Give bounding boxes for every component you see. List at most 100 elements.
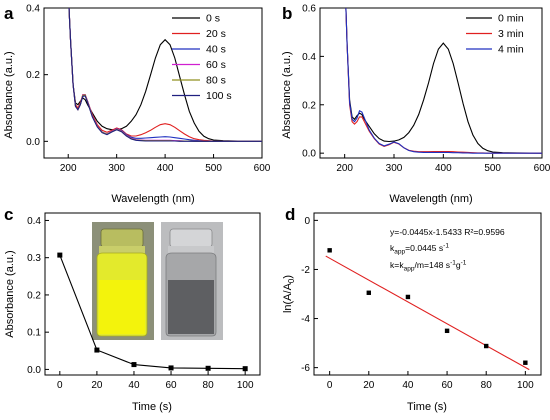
vials-photo: [92, 222, 223, 340]
panel-b-chart: b 200 300 400 500 600 0.0 0.2 0.4 0.6 Wavelength…: [281, 4, 550, 206]
data-point-marker: [523, 360, 528, 365]
x-tick-label: 80: [481, 380, 493, 391]
data-point-marker: [405, 294, 411, 300]
data-point-marker: [57, 252, 63, 258]
x-tick-label: 0: [327, 380, 333, 391]
series-line-4min: [345, 8, 542, 154]
y-tick-label: -2: [301, 265, 310, 276]
panel-b-plot-frame: [319, 7, 543, 159]
k-mass-value: /m=148 s: [414, 260, 450, 270]
panel-c-y-axis-label: Absorbance (a.u.): [4, 250, 16, 337]
yellow-vial-liquid: [99, 280, 145, 334]
y-tick-label: 0: [304, 216, 310, 227]
k-mass-g-exponent: -1: [461, 260, 467, 267]
y-tick-label: 0.0: [27, 365, 41, 376]
y-tick-label: -4: [301, 314, 310, 325]
x-tick-label: 600: [254, 163, 271, 174]
linear-fit-line: [325, 255, 530, 371]
panel-a-series: [68, 8, 262, 142]
x-tick-label: 40: [128, 380, 140, 391]
k-mass-normalized-text: k=kapp/m=148 s-1g-1: [390, 260, 467, 273]
series-line-100s: [68, 8, 262, 142]
grey-vial-cap: [169, 228, 213, 248]
y-tick-label: 0.3: [27, 253, 41, 264]
panel-a-legend: 0 s 20 s 40 s 60 s 80 s 100 s: [172, 13, 232, 102]
panel-d-ticks: 0 20 40 60 80 100 0 -2 -4 -6: [301, 216, 534, 391]
k-mass-app-subscript: app: [404, 266, 415, 273]
legend-label: 3 min: [498, 28, 524, 40]
x-tick-label: 500: [205, 163, 222, 174]
panel-d-series: [325, 248, 530, 371]
fit-equation-text: y=-0.0445x-1.5433 R²=0.9596: [390, 227, 505, 237]
data-point-marker: [366, 290, 371, 295]
panel-b-x-axis-label: Wavelength (nm): [389, 193, 472, 205]
panel-d-x-axis-label: Time (s): [407, 401, 447, 413]
yellow-vial-cap: [100, 228, 144, 248]
y-tick-label: 0.2: [27, 290, 41, 301]
series-line-0min: [345, 8, 542, 154]
decay-line: [59, 254, 246, 370]
x-tick-label: 20: [363, 380, 375, 391]
panel-c-series: [57, 252, 248, 372]
k-app-symbol: k: [390, 243, 395, 253]
y-tick-label: 0.2: [26, 70, 40, 81]
panel-d-plot-frame: [313, 212, 542, 376]
x-tick-label: 20: [91, 380, 103, 391]
panel-c-chart: c 0 20 40 60 80 100 0.0 0.1 0.2 0.3 0.4 Time (s) A…: [4, 205, 261, 413]
x-tick-label: 200: [336, 163, 353, 174]
y-tick-label: 0.0: [302, 149, 316, 160]
panel-a-ticks: 200 300 400 500 600 0.0 0.2 0.4: [26, 4, 271, 175]
x-tick-label: 0: [57, 380, 63, 391]
legend-label: 0 min: [498, 13, 524, 25]
y-tick-label: 0.6: [302, 4, 316, 15]
panel-d-y-axis-label: ln(A/A0): [282, 275, 296, 313]
legend-label: 40 s: [206, 44, 226, 56]
x-tick-label: 400: [157, 163, 174, 174]
y-tick-label: 0.4: [27, 216, 41, 227]
legend-label: 80 s: [206, 75, 226, 87]
x-tick-label: 60: [165, 380, 177, 391]
x-tick-label: 40: [402, 380, 414, 391]
x-tick-label: 60: [442, 380, 454, 391]
y-tick-label: 0.2: [302, 100, 316, 111]
x-tick-label: 300: [386, 163, 403, 174]
legend-label: 60 s: [206, 59, 226, 71]
legend-label: 0 s: [206, 13, 220, 25]
grey-vial-liquid: [168, 280, 214, 334]
panel-c-x-axis-label: Time (s): [132, 401, 172, 413]
legend-label: 20 s: [206, 28, 226, 40]
x-tick-label: 80: [203, 380, 215, 391]
k-app-unit-exponent: -1: [443, 243, 449, 250]
k-app-text: kapp=0.0445 s-1: [390, 243, 449, 256]
y-tick-label: 0.4: [26, 4, 40, 15]
data-point-marker: [94, 347, 100, 353]
k-app-subscript: app: [394, 249, 405, 256]
k-mass-s-exponent: -1: [450, 260, 456, 267]
panel-b-legend: 0 min 3 min 4 min: [466, 13, 524, 56]
panel-d-fit-annotation: y=-0.0445x-1.5433 R²=0.9596 kapp=0.0445 …: [390, 227, 505, 273]
data-point-marker: [242, 366, 248, 372]
panel-b-y-axis-label: Absorbance (a.u.): [281, 51, 293, 138]
panel-a-x-axis-label: Wavelength (nm): [111, 193, 194, 205]
panel-a-y-axis-label: Absorbance (a.u.): [3, 51, 15, 138]
panel-b-ticks: 200 300 400 500 600 0.0 0.2 0.4 0.6: [302, 4, 550, 175]
data-point-marker: [327, 248, 332, 253]
series-line-40s: [68, 8, 262, 142]
series-line-80s: [68, 8, 262, 142]
y-tick-label: -6: [301, 363, 310, 374]
y-tick-label: 0.1: [27, 328, 41, 339]
x-tick-label: 600: [534, 163, 550, 174]
data-point-marker: [484, 343, 489, 349]
data-point-marker: [168, 365, 174, 371]
panel-d-letter: d: [285, 205, 295, 224]
series-line-20s: [68, 8, 262, 142]
panel-c-ticks: 0 20 40 60 80 100 0.0 0.1 0.2 0.3 0.4: [27, 216, 254, 391]
data-point-marker: [444, 328, 450, 334]
k-mass-g-unit: g: [456, 260, 461, 270]
x-tick-label: 100: [517, 380, 534, 391]
series-line-0s: [68, 8, 262, 142]
legend-label: 4 min: [498, 44, 524, 56]
data-point-marker: [205, 365, 211, 371]
